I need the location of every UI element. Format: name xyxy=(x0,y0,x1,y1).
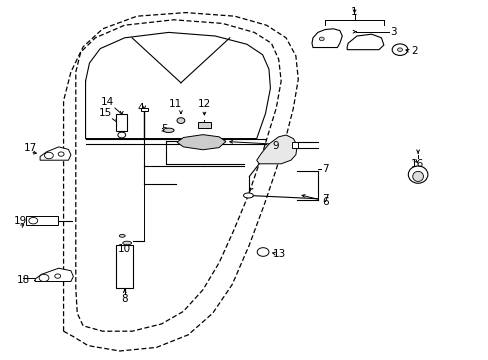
Circle shape xyxy=(29,217,38,224)
Text: 3: 3 xyxy=(389,27,396,37)
Circle shape xyxy=(391,44,407,55)
Circle shape xyxy=(58,152,64,156)
Circle shape xyxy=(39,274,49,282)
Polygon shape xyxy=(35,268,73,282)
Text: 16: 16 xyxy=(410,159,423,169)
FancyBboxPatch shape xyxy=(141,108,147,111)
Text: 13: 13 xyxy=(272,249,285,259)
Ellipse shape xyxy=(163,128,174,132)
Circle shape xyxy=(257,248,268,256)
Circle shape xyxy=(319,37,324,41)
Polygon shape xyxy=(256,135,297,164)
Text: 5: 5 xyxy=(161,124,168,134)
Text: 15: 15 xyxy=(99,108,112,118)
Circle shape xyxy=(55,274,61,278)
Text: 10: 10 xyxy=(118,244,131,254)
FancyBboxPatch shape xyxy=(291,142,298,148)
Ellipse shape xyxy=(407,166,427,183)
Polygon shape xyxy=(311,29,342,48)
Text: 11: 11 xyxy=(168,99,182,109)
Text: 12: 12 xyxy=(197,99,211,109)
Polygon shape xyxy=(346,34,383,50)
Text: 1: 1 xyxy=(350,6,357,17)
FancyBboxPatch shape xyxy=(26,216,58,225)
Text: 8: 8 xyxy=(121,294,128,305)
Ellipse shape xyxy=(119,234,125,237)
Text: 7: 7 xyxy=(321,164,328,174)
Polygon shape xyxy=(40,147,71,160)
FancyBboxPatch shape xyxy=(197,122,210,128)
FancyBboxPatch shape xyxy=(116,114,127,131)
Ellipse shape xyxy=(243,193,253,198)
Text: 6: 6 xyxy=(321,197,328,207)
Text: 2: 2 xyxy=(410,46,417,56)
Text: 7: 7 xyxy=(321,194,328,204)
Circle shape xyxy=(118,132,125,138)
FancyBboxPatch shape xyxy=(116,245,133,288)
Circle shape xyxy=(177,118,184,123)
Circle shape xyxy=(397,48,402,51)
Text: 18: 18 xyxy=(17,275,30,285)
Polygon shape xyxy=(177,135,225,150)
Text: 4: 4 xyxy=(137,103,144,113)
Ellipse shape xyxy=(122,241,131,245)
Text: 9: 9 xyxy=(272,141,279,151)
Circle shape xyxy=(44,152,53,159)
Text: 14: 14 xyxy=(101,97,114,107)
Ellipse shape xyxy=(412,171,423,181)
Text: 17: 17 xyxy=(23,143,37,153)
Text: 19: 19 xyxy=(14,216,27,226)
